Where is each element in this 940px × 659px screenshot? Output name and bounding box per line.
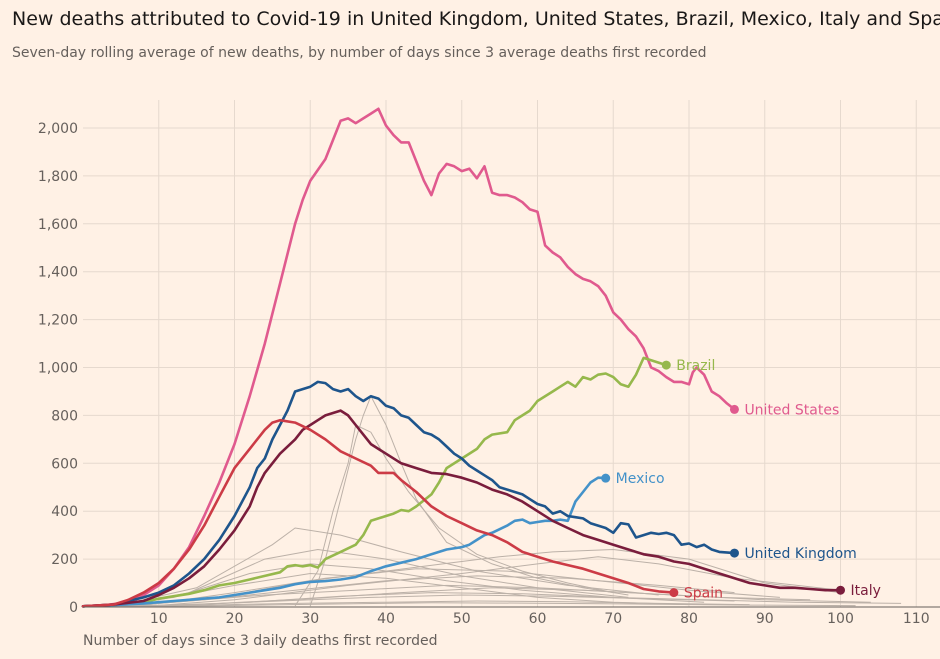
x-tick-label-40: 40 bbox=[377, 611, 395, 627]
x-tick-label-80: 80 bbox=[680, 611, 698, 627]
background-line-2 bbox=[120, 548, 629, 607]
background-line-1 bbox=[105, 563, 705, 607]
series-end-marker-united-states bbox=[729, 404, 739, 414]
background-country-lines bbox=[98, 395, 902, 607]
series-line-united-states bbox=[81, 107, 736, 608]
y-tick-label-1000: 1,000 bbox=[38, 361, 78, 377]
series-label-spain: Spain bbox=[684, 586, 723, 602]
series-line-spain bbox=[81, 418, 676, 608]
series-end-marker-spain bbox=[669, 588, 679, 598]
series-labels: Brazil United States Mexico United Kingdom I… bbox=[616, 358, 881, 602]
series-line-united-kingdom bbox=[81, 380, 736, 608]
chart-title: New deaths attributed to Covid-19 in Uni… bbox=[12, 8, 940, 30]
x-tick-label-30: 30 bbox=[301, 611, 319, 627]
axes: 0 200 400 600 800 1,000 1,200 1,400 1,600 1,800 2,… bbox=[38, 121, 940, 627]
x-tick-label-50: 50 bbox=[453, 611, 471, 627]
background-line-11 bbox=[309, 395, 629, 606]
series-label-mexico: Mexico bbox=[616, 471, 665, 487]
chart-subtitle: Seven-day rolling average of new deaths,… bbox=[12, 45, 707, 61]
x-tick-label-60: 60 bbox=[529, 611, 547, 627]
background-line-14 bbox=[151, 592, 902, 607]
x-axis-label: Number of days since 3 daily deaths firs… bbox=[83, 633, 438, 649]
y-tick-label-1400: 1,400 bbox=[38, 265, 78, 281]
gridlines bbox=[83, 100, 940, 607]
x-tick-label-90: 90 bbox=[756, 611, 774, 627]
x-tick-label-100: 100 bbox=[827, 611, 854, 627]
y-tick-label-0: 0 bbox=[69, 600, 78, 616]
y-tick-label-1600: 1,600 bbox=[38, 217, 78, 233]
background-line-15 bbox=[113, 602, 856, 607]
series-label-united-kingdom: United Kingdom bbox=[744, 546, 856, 562]
series-label-united-states: United States bbox=[744, 402, 839, 418]
y-tick-label-800: 800 bbox=[51, 408, 78, 424]
series-end-marker-mexico bbox=[601, 473, 611, 483]
y-tick-label-1200: 1,200 bbox=[38, 313, 78, 329]
x-tick-label-110: 110 bbox=[903, 611, 930, 627]
series-end-marker-united-kingdom bbox=[729, 548, 739, 558]
series-end-marker-italy bbox=[836, 585, 845, 595]
y-tick-label-200: 200 bbox=[51, 552, 78, 568]
x-tick-label-10: 10 bbox=[150, 611, 168, 627]
y-tick-label-600: 600 bbox=[51, 456, 78, 472]
y-tick-label-2000: 2,000 bbox=[38, 121, 78, 137]
background-line-3 bbox=[113, 527, 659, 607]
x-tick-label-70: 70 bbox=[604, 611, 622, 627]
series-label-brazil: Brazil bbox=[676, 358, 715, 374]
x-tick-label-20: 20 bbox=[226, 611, 244, 627]
series-end-marker-brazil bbox=[661, 360, 671, 370]
series-line-italy bbox=[81, 409, 842, 608]
background-line-10 bbox=[120, 600, 750, 607]
highlighted-country-lines bbox=[81, 107, 845, 608]
y-tick-label-400: 400 bbox=[51, 504, 78, 520]
series-label-italy: Italy bbox=[851, 583, 881, 599]
y-tick-label-1800: 1,800 bbox=[38, 169, 78, 185]
background-line-12 bbox=[294, 424, 614, 607]
